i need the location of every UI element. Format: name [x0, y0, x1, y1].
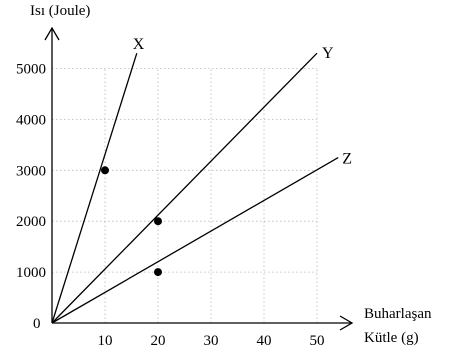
series-label-x: X — [133, 36, 145, 53]
x-tick-label-40: 40 — [257, 333, 272, 349]
x-tick-label-30: 30 — [204, 333, 219, 349]
y-tick-label-3000: 3000 — [16, 163, 46, 179]
x-tick-label-20: 20 — [151, 333, 166, 349]
axis-layer: Isı (Joule) Buharlaşan Kütle (g) 0 — [30, 3, 432, 346]
series-line-z — [51, 157, 339, 324]
series-line-y — [51, 52, 318, 324]
series-line-x — [51, 53, 138, 324]
x-axis-title-line-2: Kütle (g) — [364, 330, 419, 346]
y-tick-label-2000: 2000 — [16, 214, 46, 230]
series-layer: X Y Z — [51, 36, 352, 324]
grid-layer — [52, 68, 318, 323]
x-tick-label-10: 10 — [98, 333, 113, 349]
y-axis-arrow — [44, 26, 60, 41]
data-point-x-0 — [101, 166, 109, 175]
tick-layer: 10 20 30 40 50 1000 2000 3000 4000 5000 — [16, 62, 325, 350]
y-axis-title: Isı (Joule) — [30, 3, 90, 19]
series-label-y: Y — [322, 45, 334, 62]
origin-label: 0 — [33, 316, 41, 332]
x-tick-label-50: 50 — [310, 333, 325, 349]
y-tick-label-4000: 4000 — [16, 112, 46, 128]
y-tick-label-1000: 1000 — [16, 265, 46, 281]
x-axis-title-line-1: Buharlaşan — [364, 306, 432, 322]
data-point-z-0 — [154, 268, 162, 277]
x-axis-arrow — [339, 315, 354, 331]
data-point-y-0 — [154, 217, 162, 226]
y-tick-label-5000: 5000 — [16, 62, 46, 78]
series-label-z: Z — [342, 151, 352, 168]
